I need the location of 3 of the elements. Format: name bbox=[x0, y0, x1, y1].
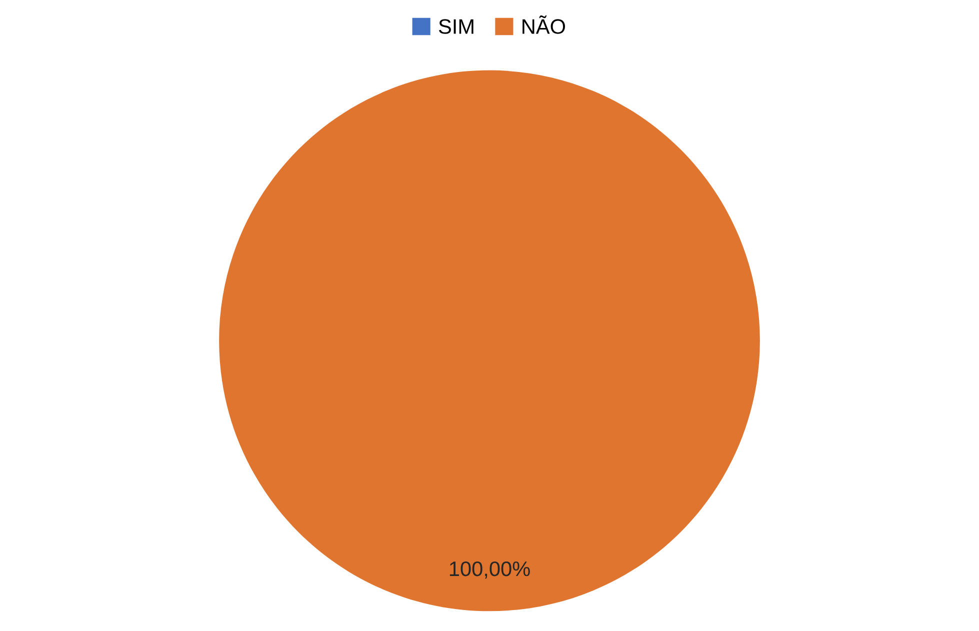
data-label: 100,00% bbox=[450, 561, 530, 579]
legend-label: SIM bbox=[438, 19, 474, 34]
legend-label: NÃO bbox=[522, 15, 566, 34]
